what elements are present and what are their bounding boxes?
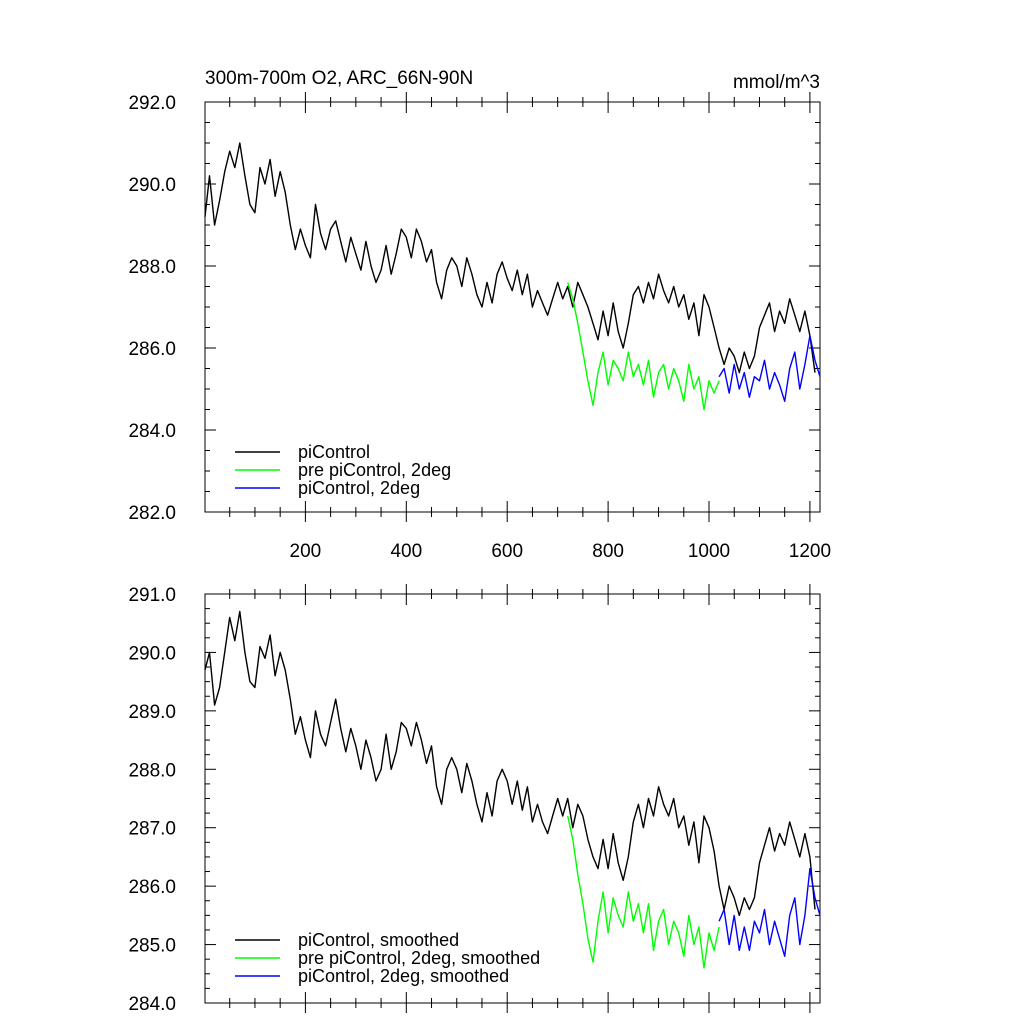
top-panel: 282.0 284.0 286.0 288.0 290.0 292.0 200 400 600 8… [128, 68, 831, 562]
bottom-panel: 284.0 285.0 286.0 287.0 288.0 289.0 290.0 291.0… [128, 584, 821, 1015]
legend-label: piControl, 2deg, smoothed [298, 966, 509, 986]
series-line-pre-picontrol-2deg-smoothed [567, 815, 720, 969]
y-tick-label: 284.0 [128, 994, 176, 1015]
legend-label: pre piControl, 2deg, smoothed [298, 948, 540, 968]
chart-title: 300m-700m O2, ARC_66N-90N [205, 68, 473, 89]
y-tick-label: 290.0 [128, 643, 176, 664]
y-tick-label: 284.0 [128, 421, 176, 442]
x-tick-label: 1200 [789, 541, 831, 562]
legend-label: piControl, 2deg [298, 478, 420, 498]
x-tick-label: 200 [290, 541, 322, 562]
y-tick-label: 287.0 [128, 819, 176, 840]
legend-label: piControl [298, 442, 370, 462]
series-line-pre-picontrol-2deg [567, 282, 720, 411]
y-tick-label: 286.0 [128, 877, 176, 898]
legend-label: pre piControl, 2deg [298, 460, 451, 480]
y-tick-label: 291.0 [128, 585, 176, 606]
y-tick-label: 286.0 [128, 339, 176, 360]
series-line-picontrol-2deg-smoothed [718, 867, 821, 957]
units-label: mmol/m^3 [733, 72, 820, 93]
y-tick-label: 289.0 [128, 702, 176, 723]
legend-label: piControl, smoothed [298, 930, 459, 950]
series-line-picontrol-smoothed [204, 610, 816, 917]
series-line-picontrol [204, 142, 816, 374]
x-tick-label: 1000 [688, 541, 730, 562]
y-tick-label: 282.0 [128, 503, 176, 524]
y-tick-label: 292.0 [128, 93, 176, 114]
series-line-picontrol-2deg [718, 335, 821, 402]
y-tick-label: 290.0 [128, 175, 176, 196]
y-tick-label: 288.0 [128, 257, 176, 278]
y-tick-label: 288.0 [128, 760, 176, 781]
x-tick-label: 800 [592, 541, 624, 562]
x-tick-label: 400 [390, 541, 422, 562]
y-tick-label: 285.0 [128, 936, 176, 957]
x-tick-label: 600 [491, 541, 523, 562]
